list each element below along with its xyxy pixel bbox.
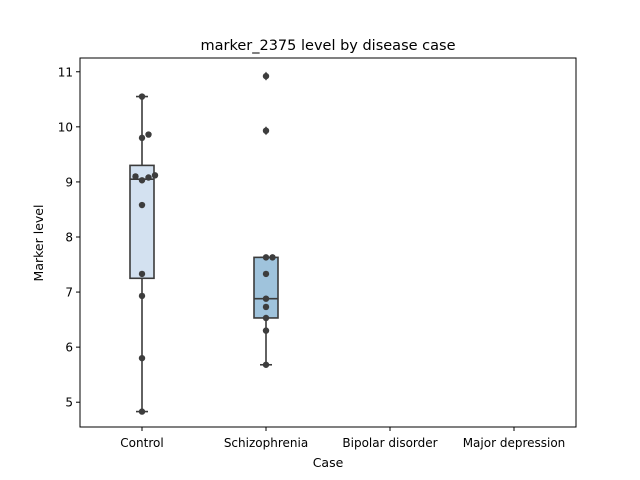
axes-layer: 5 6 7 8 9 10 11 Control Schizophrenia Bipolar dis… — [58, 57, 577, 450]
y-tick-label: 9 — [65, 175, 73, 189]
data-point — [138, 134, 146, 142]
data-point — [262, 303, 270, 311]
y-tick-label: 10 — [58, 120, 73, 134]
points-layer — [132, 72, 276, 415]
data-point — [145, 174, 152, 181]
data-point — [262, 254, 270, 261]
data-point — [138, 408, 146, 415]
chart-title: marker_2375 level by disease case — [201, 38, 456, 54]
x-axis-label: Case — [313, 455, 344, 470]
data-point — [138, 177, 146, 184]
data-point — [138, 270, 146, 278]
x-tick-label: Major depression — [463, 436, 566, 450]
boxes-layer — [129, 71, 279, 413]
y-tick-label: 11 — [58, 65, 73, 79]
box-iqr — [129, 164, 155, 280]
x-tick-label: Control — [120, 436, 163, 450]
data-point — [145, 131, 152, 138]
data-point — [138, 93, 146, 100]
data-point — [262, 361, 270, 368]
y-tick-label: 7 — [65, 286, 73, 300]
data-point — [262, 327, 270, 334]
data-point — [138, 292, 146, 300]
data-point — [262, 127, 270, 134]
y-axis-label: Marker level — [31, 205, 46, 282]
data-point — [262, 295, 270, 302]
x-tick-label: Bipolar disorder — [342, 436, 437, 450]
data-point — [262, 314, 270, 322]
y-tick-label: 8 — [65, 230, 73, 244]
plot-frame — [79, 57, 577, 428]
y-tick-label: 6 — [65, 341, 73, 355]
data-point — [132, 173, 139, 180]
data-point — [262, 72, 270, 80]
data-point — [138, 201, 146, 209]
data-point — [151, 172, 159, 179]
data-point — [262, 270, 270, 278]
data-point — [138, 354, 146, 362]
y-tick-label: 5 — [65, 396, 73, 410]
data-point — [269, 254, 276, 261]
x-tick-label: Schizophrenia — [224, 436, 308, 450]
